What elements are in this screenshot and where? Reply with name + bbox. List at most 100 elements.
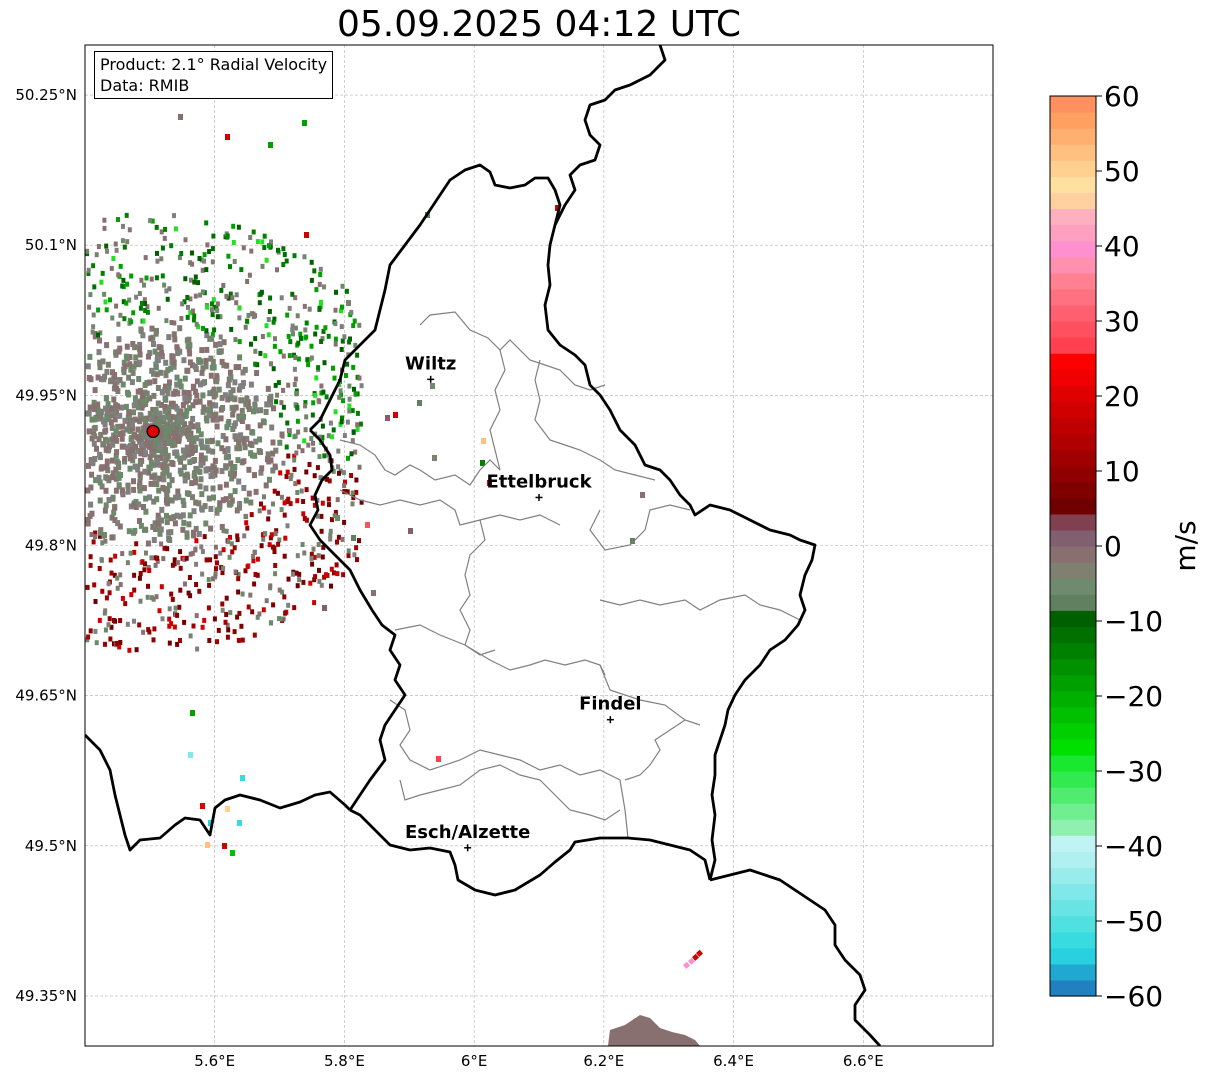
- echo-pixel: [314, 287, 319, 293]
- echo-pixel: [218, 550, 223, 556]
- echo-pixel: [190, 250, 194, 256]
- echo-pixel: [138, 522, 144, 529]
- echo-pixel: [121, 443, 126, 450]
- echo-pixel: [196, 427, 201, 434]
- echo-pixel: [241, 439, 247, 446]
- echo-pixel: [268, 142, 273, 148]
- echo-pixel: [88, 484, 94, 491]
- echo-pixel: [331, 427, 336, 433]
- echo-pixel: [243, 568, 248, 574]
- city-label: Esch/Alzette: [405, 822, 530, 843]
- echo-pixel: [245, 318, 250, 324]
- echo-pixel: [336, 534, 341, 540]
- canton-border-esch: [389, 699, 629, 839]
- echo-pixel: [106, 477, 112, 484]
- echo-pixel: [179, 251, 184, 256]
- echo-pixel: [153, 562, 158, 568]
- echo-pixel: [232, 629, 237, 635]
- echo-pixel: [239, 397, 245, 404]
- echo-pixel: [346, 455, 350, 461]
- echo-pixel: [165, 546, 170, 552]
- echo-pixel: [193, 479, 199, 486]
- echo-pixel: [115, 641, 120, 646]
- echo-pixel: [318, 475, 323, 481]
- echo-pixel: [162, 282, 167, 288]
- echo-pixel: [98, 330, 103, 336]
- echo-pixel: [224, 362, 230, 369]
- echo-pixel: [192, 457, 198, 463]
- echo-pixel: [298, 331, 303, 337]
- echo-pixel: [102, 291, 107, 297]
- echo-pixel: [178, 513, 183, 520]
- echo-pixel: [213, 402, 219, 409]
- echo-pixel: [184, 444, 190, 451]
- echo-pixel: [210, 416, 216, 423]
- echo-pixel: [104, 437, 110, 444]
- echo-pixel: [225, 447, 231, 454]
- echo-pixel: [128, 366, 134, 373]
- echo-pixel: [326, 333, 331, 339]
- echo-pixel: [229, 497, 235, 504]
- echo-pixel: [260, 263, 265, 269]
- echo-pixel: [286, 382, 291, 388]
- lat-tick-label: 49.8°N: [25, 537, 77, 555]
- echo-pixel: [159, 256, 164, 262]
- echo-pixel: [282, 512, 287, 518]
- echo-pixel: [328, 532, 333, 538]
- echo-pixel: [94, 252, 99, 258]
- echo-pixel: [220, 607, 225, 613]
- echo-pixel: [131, 310, 136, 316]
- echo-pixel: [100, 588, 105, 594]
- echo-pixel: [224, 528, 229, 534]
- echo-pixel: [104, 458, 110, 465]
- echo-pixel: [166, 535, 172, 542]
- echo-pixel: [111, 256, 116, 261]
- echo-pixel: [108, 636, 113, 642]
- echo-pixel: [241, 485, 247, 491]
- echo-pixel: [249, 341, 253, 347]
- echo-pixel: [85, 363, 91, 370]
- echo-pixel: [188, 593, 193, 599]
- echo-pixel: [230, 387, 236, 394]
- echo-pixel: [168, 365, 174, 372]
- echo-pixel: [149, 473, 155, 480]
- echo-pixel: [487, 480, 492, 486]
- echo-pixel: [133, 354, 139, 361]
- echo-pixel: [109, 624, 114, 630]
- echo-pixel: [250, 609, 255, 615]
- echo-pixel: [155, 385, 161, 391]
- echo-pixel: [155, 258, 160, 264]
- echo-pixel: [85, 248, 90, 254]
- echo-pixel: [108, 419, 114, 426]
- echo-pixel: [145, 594, 150, 600]
- echo-pixel: [285, 523, 290, 529]
- echo-pixel: [267, 476, 272, 483]
- echo-pixel: [109, 514, 115, 521]
- echo-pixel: [293, 295, 298, 301]
- echo-pixel: [123, 403, 129, 410]
- echo-pixel: [191, 436, 197, 442]
- echo-pixel: [98, 408, 104, 415]
- echo-pixel: [211, 364, 217, 371]
- echo-pixel: [137, 518, 142, 524]
- echo-pixel: [417, 400, 422, 406]
- echo-pixel: [286, 496, 291, 502]
- echo-pixel: [195, 422, 201, 429]
- echo-pixel: [203, 363, 209, 370]
- echo-pixel: [304, 320, 309, 326]
- echo-pixel: [211, 576, 215, 582]
- echo-pixel: [152, 348, 158, 355]
- echo-pixel: [324, 394, 329, 400]
- echo-pixel: [350, 438, 355, 444]
- echo-pixel: [121, 277, 126, 283]
- echo-pixel: [199, 347, 205, 354]
- echo-pixel: [142, 526, 147, 533]
- echo-pixel: [131, 478, 136, 485]
- echo-pixel: [237, 820, 242, 826]
- echo-pixel: [342, 519, 347, 525]
- echo-pixel: [155, 555, 160, 561]
- canton-border-north: [419, 311, 606, 391]
- echo-pixel: [255, 572, 260, 578]
- echo-pixel: [157, 461, 163, 468]
- echo-pixel: [259, 465, 265, 472]
